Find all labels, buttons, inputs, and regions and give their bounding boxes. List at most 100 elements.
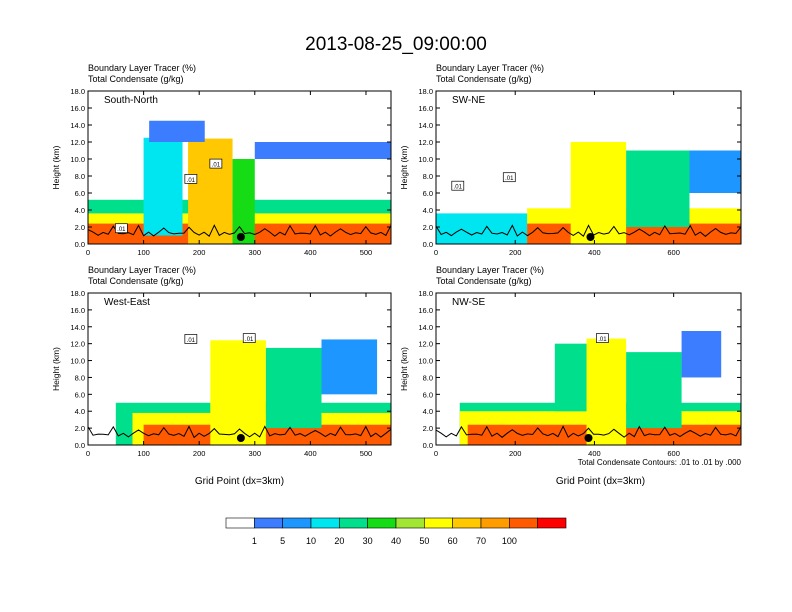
tracer-region-4 [554,343,587,412]
panels-group: .01 .01 .01 0.0 2.0 4.0 6.0 8.0 10.0 12.0 14.0 16.0… [51,63,742,487]
tracer-region-3 [188,138,233,244]
y-tick-label: 16.0 [70,104,85,113]
x-tick-label: 100 [137,449,150,458]
x-tick-label: 0 [86,449,90,458]
y-tick-label: 8.0 [423,172,433,181]
tracer-region-7 [254,142,391,159]
y-axis-label: Height (km) [51,347,61,391]
x-tick-label: 400 [588,248,601,257]
panel-name: SW-NE [452,95,485,106]
tracer-region-3 [210,340,266,445]
y-tick-label: 6.0 [423,189,433,198]
y-tick-label: 18.0 [70,289,85,298]
y-tick-label: 18.0 [418,87,433,96]
contour-label: Total Condensate (g/kg) [88,276,184,286]
y-axis-label: Height (km) [399,145,409,189]
colorbar-swatch-5 [367,517,397,529]
colorbar-swatch-7 [424,517,453,529]
y-tick-label: 16.0 [418,306,433,315]
terrain-line [88,425,391,439]
terrain-line [436,224,741,237]
tracer-region-4 [265,347,322,429]
panel-name: NW-SE [452,297,485,308]
panel-name: South-North [104,95,158,106]
colorbar-label-6: 50 [419,536,429,546]
contour-label-box-0 [115,223,128,234]
y-tick-label: 18.0 [70,87,85,96]
y-tick-label: 0.0 [423,441,433,450]
y-tick-label: 2.0 [75,223,85,232]
terrain-line [88,224,391,237]
colorbar-swatch-3 [310,517,340,529]
terrain [88,425,391,439]
y-tick-label: 0.0 [75,441,85,450]
contour-label-1: .01 [187,178,196,184]
tracer-fill [459,331,741,445]
y-tick-label: 4.0 [423,206,433,215]
contour-label: Total Condensate (g/kg) [436,276,532,286]
x-tick-label: 200 [193,449,206,458]
y-tick-label: 10.0 [418,155,433,164]
panel-west-east: .01 .01 0.0 2.0 4.0 6.0 8.0 10.0 12.0 14.0 16.0 18.… [51,265,392,487]
y-tick-label: 8.0 [75,172,85,181]
tracer-fill [436,142,741,244]
y-tick-label: 4.0 [75,407,85,416]
y-tick-label: 16.0 [418,104,433,113]
x-tick-label: 500 [360,449,373,458]
location-marker [586,233,595,241]
tracer-region-4 [626,150,690,227]
colorbar-swatch-9 [480,517,510,529]
y-tick-label: 8.0 [75,373,85,382]
panel-south-north: .01 .01 .01 0.0 2.0 4.0 6.0 8.0 10.0 12.0 14.0 16.0… [51,63,392,257]
y-tick-label: 2.0 [423,424,433,433]
colorbar-label-2: 10 [306,536,316,546]
tracer-region-2 [143,424,391,445]
x-tick-label: 400 [588,449,601,458]
colorbar: 1 5 10 20 30 40 50 60 70 100 [225,517,567,546]
contour-label-0: .01 [454,185,463,191]
contour-label-2: .01 [212,163,221,169]
fill-label: Boundary Layer Tracer (%) [436,63,544,73]
y-tick-label: 0.0 [75,240,85,249]
x-tick-label: 600 [667,449,680,458]
y-tick-label: 6.0 [423,390,433,399]
y-tick-label: 4.0 [423,407,433,416]
colorbar-swatch-2 [282,517,312,529]
panel-nw-se: .01 0.0 2.0 4.0 6.0 8.0 10.0 12.0 14.0 16.0 18.0 0 2… [399,265,742,487]
x-tick-label: 200 [509,248,522,257]
colorbar-label-0: 1 [252,536,257,546]
contour-label-1: .01 [505,176,514,182]
y-tick-label: 14.0 [418,121,433,130]
plot-frame [87,90,392,245]
terrain-line [436,425,741,438]
panel-name: West-East [104,297,150,308]
contour-label-box-0 [596,333,609,343]
location-marker [236,233,245,241]
x-tick-label: 400 [304,449,317,458]
x-tick-label: 200 [193,248,206,257]
y-tick-label: 6.0 [75,189,85,198]
colorbar-swatch-4 [339,517,368,529]
tracer-region-3 [586,338,627,445]
contour-footnote: Total Condensate Contours: .01 to .01 by… [578,458,742,467]
y-tick-label: 6.0 [75,390,85,399]
x-tick-label: 300 [249,449,262,458]
plot-frame [87,292,392,446]
fill-label: Boundary Layer Tracer (%) [88,63,196,73]
tracer-region-6 [149,120,205,142]
plot-frame [435,90,742,245]
contour-label-0: .01 [117,227,126,233]
y-tick-label: 12.0 [70,138,85,147]
colorbar-swatch-0 [225,517,255,529]
y-tick-label: 16.0 [70,306,85,315]
y-tick-label: 2.0 [423,223,433,232]
tracer-fill [88,120,391,244]
y-tick-label: 12.0 [418,340,433,349]
contour-label-box-2 [209,158,223,169]
y-tick-label: 10.0 [70,357,85,366]
contour-label-box-1 [242,333,256,343]
location-marker [584,434,593,442]
contour-label-box-1 [502,172,516,183]
y-tick-label: 18.0 [418,289,433,298]
